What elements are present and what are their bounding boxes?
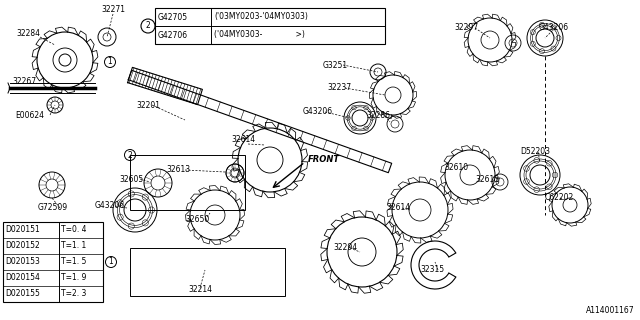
Text: G43206: G43206 — [303, 108, 333, 116]
Text: 32284: 32284 — [16, 28, 40, 37]
Text: E00624: E00624 — [15, 110, 45, 119]
Bar — [3, 222, 103, 302]
Text: 32214: 32214 — [188, 285, 212, 294]
Text: D020151: D020151 — [5, 226, 40, 235]
Text: 32610: 32610 — [444, 163, 468, 172]
Text: 32286: 32286 — [366, 111, 390, 121]
Text: G43206: G43206 — [539, 23, 569, 33]
Text: 32237: 32237 — [327, 84, 351, 92]
Text: G42706: G42706 — [158, 30, 188, 39]
Text: 32297: 32297 — [454, 23, 478, 33]
Text: D020153: D020153 — [5, 258, 40, 267]
Text: G43206: G43206 — [95, 202, 125, 211]
Bar — [155, 8, 385, 44]
Text: G3251: G3251 — [323, 60, 348, 69]
Bar — [130, 248, 285, 296]
Text: FRONT: FRONT — [308, 156, 340, 164]
Bar — [130, 155, 245, 210]
Text: 32315: 32315 — [420, 266, 444, 275]
Text: 32201: 32201 — [136, 100, 160, 109]
Text: 32605: 32605 — [120, 174, 144, 183]
Text: D52203: D52203 — [520, 148, 550, 156]
Text: T=2. 3: T=2. 3 — [61, 290, 86, 299]
Text: G42705: G42705 — [158, 12, 188, 21]
Text: 32613: 32613 — [475, 175, 499, 185]
Text: T=1. 5: T=1. 5 — [61, 258, 86, 267]
Text: ('03MY0203-'04MY0303): ('03MY0203-'04MY0303) — [214, 12, 308, 21]
Text: D020154: D020154 — [5, 274, 40, 283]
Text: D020155: D020155 — [5, 290, 40, 299]
Text: 1: 1 — [108, 58, 113, 67]
Text: T=1. 1: T=1. 1 — [61, 242, 86, 251]
Text: T=0. 4: T=0. 4 — [61, 226, 86, 235]
Text: 32271: 32271 — [101, 5, 125, 14]
Text: 32267: 32267 — [12, 77, 36, 86]
Text: 2: 2 — [127, 150, 132, 159]
Text: A114001167: A114001167 — [586, 306, 635, 315]
Text: 32294: 32294 — [333, 244, 357, 252]
Text: ('04MY0303-              >): ('04MY0303- >) — [214, 30, 305, 39]
Text: G72509: G72509 — [38, 204, 68, 212]
Text: C62202: C62202 — [545, 194, 573, 203]
Text: 2: 2 — [146, 21, 150, 30]
Text: D020152: D020152 — [5, 242, 40, 251]
Text: 32614: 32614 — [231, 135, 255, 145]
Text: 32613: 32613 — [166, 165, 190, 174]
Text: 1: 1 — [109, 258, 113, 267]
Text: 32614: 32614 — [386, 204, 410, 212]
Text: T=1. 9: T=1. 9 — [61, 274, 86, 283]
Text: 32650: 32650 — [186, 215, 210, 225]
